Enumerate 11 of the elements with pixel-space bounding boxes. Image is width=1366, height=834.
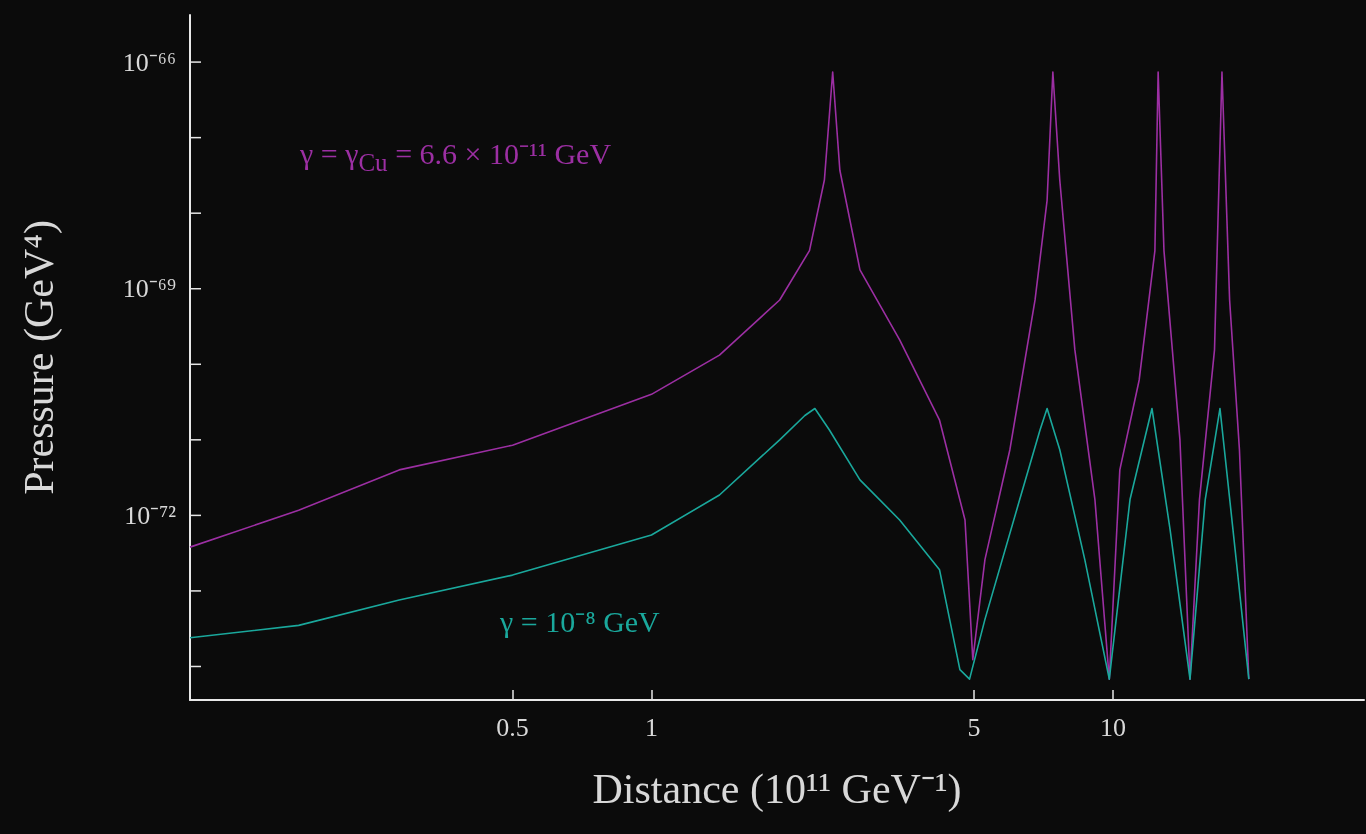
y-tick-label: 10⁻⁶⁹ (122, 274, 176, 304)
x-tick-label: 1 (644, 712, 658, 742)
y-axis-title: Pressure (GeV⁴) (16, 220, 63, 495)
x-tick-label: 5 (967, 712, 981, 742)
x-tick-label: 0.5 (496, 712, 529, 742)
annotation: γ = γ$_{Cu}$ = 6.6 × 10⁻¹¹ GeV (300, 136, 612, 177)
x-tick-label: 10 (1099, 712, 1126, 742)
annotation: γ = 10⁻⁸ GeV (500, 604, 660, 640)
x-axis-title: Distance (10¹¹ GeV⁻¹) (592, 766, 962, 813)
y-tick-label: 10⁻⁶⁶ (122, 47, 176, 77)
y-tick-label: 10⁻⁷² (124, 500, 177, 530)
